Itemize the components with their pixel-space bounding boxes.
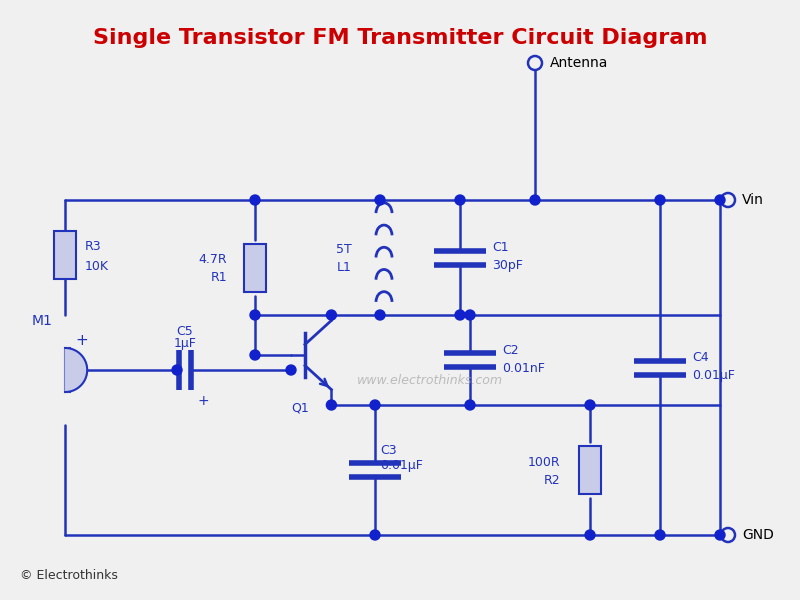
Text: 0.01μF: 0.01μF — [380, 460, 423, 473]
Text: L1: L1 — [337, 261, 352, 274]
Circle shape — [715, 530, 725, 540]
Text: 4.7R: 4.7R — [198, 253, 227, 266]
Circle shape — [172, 365, 182, 375]
Circle shape — [585, 400, 595, 410]
Text: 5T: 5T — [336, 243, 352, 256]
Circle shape — [465, 400, 475, 410]
Polygon shape — [66, 348, 87, 392]
FancyBboxPatch shape — [54, 231, 76, 279]
Text: C4: C4 — [692, 351, 709, 364]
Text: GND: GND — [742, 528, 774, 542]
Text: R2: R2 — [543, 473, 560, 487]
Circle shape — [715, 195, 725, 205]
Circle shape — [370, 400, 380, 410]
Circle shape — [455, 195, 465, 205]
Circle shape — [250, 350, 260, 360]
Circle shape — [326, 400, 336, 410]
Text: 1μF: 1μF — [174, 337, 197, 350]
Circle shape — [375, 310, 385, 320]
Text: C1: C1 — [492, 241, 509, 254]
Text: C5: C5 — [177, 325, 194, 338]
Text: C3: C3 — [380, 443, 397, 457]
Circle shape — [655, 530, 665, 540]
Text: R3: R3 — [85, 241, 102, 253]
Text: R1: R1 — [210, 271, 227, 284]
Text: Single Transistor FM Transmitter Circuit Diagram: Single Transistor FM Transmitter Circuit… — [93, 28, 707, 48]
FancyBboxPatch shape — [66, 348, 70, 392]
Circle shape — [585, 530, 595, 540]
Text: 0.01nF: 0.01nF — [502, 361, 545, 374]
Circle shape — [655, 195, 665, 205]
Circle shape — [286, 365, 296, 375]
Text: Vin: Vin — [742, 193, 764, 207]
Circle shape — [250, 195, 260, 205]
Text: www.electrothinks.com: www.electrothinks.com — [357, 373, 503, 386]
Circle shape — [250, 310, 260, 320]
Circle shape — [370, 530, 380, 540]
Circle shape — [375, 195, 385, 205]
Text: 0.01μF: 0.01μF — [692, 369, 735, 382]
Text: +: + — [76, 333, 88, 348]
Text: C2: C2 — [502, 343, 518, 356]
Circle shape — [530, 195, 540, 205]
Text: Q1: Q1 — [291, 401, 309, 415]
Circle shape — [465, 310, 475, 320]
Text: 30pF: 30pF — [492, 259, 523, 272]
FancyBboxPatch shape — [579, 446, 601, 494]
Text: 10K: 10K — [85, 260, 109, 274]
Circle shape — [455, 310, 465, 320]
Text: M1: M1 — [31, 314, 53, 328]
FancyBboxPatch shape — [244, 244, 266, 292]
Text: 100R: 100R — [527, 455, 560, 469]
Circle shape — [326, 310, 336, 320]
Text: © Electrothinks: © Electrothinks — [20, 569, 118, 582]
Text: Antenna: Antenna — [550, 56, 608, 70]
Text: +: + — [197, 394, 209, 408]
